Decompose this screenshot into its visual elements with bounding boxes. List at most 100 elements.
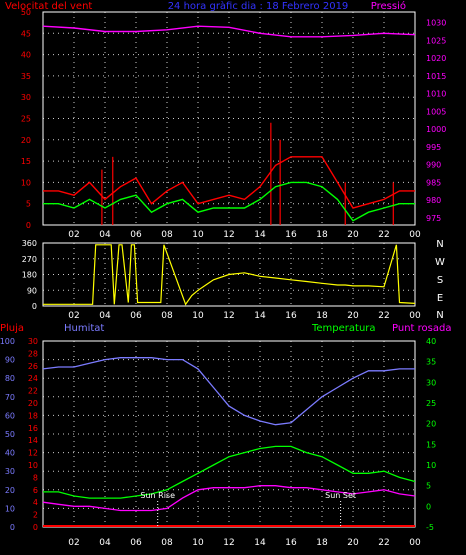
wind-xtick-label: 06: [130, 230, 142, 240]
wind-xtick-label: 08: [161, 230, 173, 240]
temp-ytick-label: 20: [426, 420, 436, 429]
humidity-ytick-label: 50: [5, 430, 15, 439]
rain-ytick-label: 4: [33, 498, 38, 507]
direction-ytick-label: 270: [22, 255, 37, 264]
rain-ytick-label: 26: [28, 362, 38, 371]
compass-letter: N: [436, 310, 443, 321]
legend-label: Temperatura: [311, 323, 376, 334]
dir-xtick-label: 06: [130, 311, 142, 321]
wind-xtick-label: 10: [192, 230, 204, 240]
rain-ytick-label: 22: [28, 387, 38, 396]
temp-xtick-label: 16: [285, 538, 297, 548]
temp-ytick-label: 40: [426, 337, 436, 346]
pressure-line: [42, 25, 416, 38]
wind-ytick-label: 20: [21, 136, 31, 145]
legend-label: Humitat: [64, 323, 104, 334]
temperature-line: [43, 445, 416, 499]
dir-xtick-label: 16: [285, 311, 297, 321]
wind-series-line-0: [43, 156, 415, 209]
direction-frame: [42, 242, 416, 307]
rain-ytick-label: 24: [28, 374, 38, 383]
wind-xtick-label: 14: [254, 230, 266, 240]
temp-xtick-label: 18: [316, 538, 328, 548]
wind-ytick-label: 10: [21, 178, 31, 187]
temp-ytick-label: 10: [426, 461, 436, 470]
temp-ytick-label: 5: [426, 482, 431, 491]
temp-xtick-label: 02: [68, 538, 79, 548]
pressure-ytick-label: 1025: [426, 36, 446, 45]
pressure-ytick-label: 1020: [426, 54, 446, 63]
wind-xtick-label: 12: [223, 230, 234, 240]
rain-ytick-label: 18: [28, 411, 38, 420]
pressure-ytick-label: 1030: [426, 19, 446, 28]
wind-frame: [42, 11, 416, 226]
temp-xtick-label: 00: [409, 538, 421, 548]
wind-ytick-label: 30: [21, 93, 31, 102]
wind-left-label: Velocitat del vent: [5, 1, 92, 12]
legend-label: Punt rosada: [392, 323, 451, 334]
rain-ytick-label: 16: [28, 424, 38, 433]
compass-letter: S: [437, 275, 443, 286]
wind-series-line-2: [43, 181, 415, 222]
compass-letter: N: [436, 239, 443, 250]
pressure-ytick-label: 1000: [426, 125, 446, 134]
wind-ytick-label: 0: [26, 221, 31, 230]
wind-xtick-label: 20: [347, 230, 359, 240]
humidity-ytick-label: 100: [0, 337, 15, 346]
temp-ytick-label: -5: [426, 523, 434, 532]
temp-ytick-label: 25: [426, 399, 436, 408]
dir-xtick-label: 12: [223, 311, 234, 321]
humidity-ytick-label: 70: [5, 393, 15, 402]
wind-xtick-label: 04: [99, 230, 111, 240]
humidity-ytick-label: 60: [5, 411, 15, 420]
wind-ytick-label: 25: [21, 115, 31, 124]
humidity-ytick-label: 30: [5, 467, 15, 476]
temp-xtick-label: 12: [223, 538, 234, 548]
pressure-ytick-label: 985: [426, 178, 441, 187]
humidity-line: [42, 357, 415, 426]
dewpoint-line: [42, 485, 416, 512]
wind-xtick-label: 02: [68, 230, 79, 240]
humidity-ytick-label: 40: [5, 449, 15, 458]
direction-ytick-label: 180: [22, 271, 37, 280]
wind-right-label: Pressió: [371, 0, 406, 12]
wind-xtick-label: 16: [285, 230, 297, 240]
temp-xtick-label: 20: [347, 538, 359, 548]
wind-title: 24 hora gràfic dia : 18 Febrero 2019: [168, 0, 349, 12]
temp-xtick-label: 10: [192, 538, 204, 548]
pressure-ytick-label: 975: [426, 214, 441, 223]
temp-xtick-label: 14: [254, 538, 266, 548]
rain-ytick-label: 28: [28, 349, 38, 358]
wind-xtick-label: 22: [378, 230, 389, 240]
dir-xtick-label: 02: [68, 311, 79, 321]
rain-ytick-label: 0: [33, 523, 38, 532]
humidity-ytick-label: 0: [10, 523, 15, 532]
wind-ytick-label: 15: [21, 157, 31, 166]
sunrise-marker-label: Sun Rise: [140, 491, 175, 500]
direction-ytick-label: 360: [22, 239, 37, 248]
wind-ytick-label: 35: [21, 72, 31, 81]
direction-line: [43, 244, 416, 306]
pressure-ytick-label: 995: [426, 143, 441, 152]
wind-ytick-label: 5: [26, 200, 31, 209]
dir-xtick-label: 14: [254, 311, 266, 321]
temp-xtick-label: 08: [161, 538, 173, 548]
rain-ytick-label: 6: [33, 486, 38, 495]
pressure-ytick-label: 1010: [426, 90, 446, 99]
dir-xtick-label: 04: [99, 311, 111, 321]
humidity-ytick-label: 20: [5, 486, 15, 495]
rain-ytick-label: 30: [28, 337, 38, 346]
wind-ytick-label: 45: [21, 29, 31, 38]
dir-xtick-label: 10: [192, 311, 204, 321]
wind-xtick-label: 18: [316, 230, 328, 240]
rain-ytick-label: 8: [33, 473, 38, 482]
direction-ytick-label: 0: [32, 302, 37, 311]
temp-ytick-label: 35: [426, 358, 436, 367]
wind-ytick-label: 50: [21, 8, 31, 17]
sunset-marker-label: Sun Set: [325, 491, 356, 500]
humidity-ytick-label: 90: [5, 356, 15, 365]
compass-letter: E: [437, 293, 443, 304]
humidity-ytick-label: 80: [5, 374, 15, 383]
pressure-ytick-label: 1015: [426, 72, 446, 81]
